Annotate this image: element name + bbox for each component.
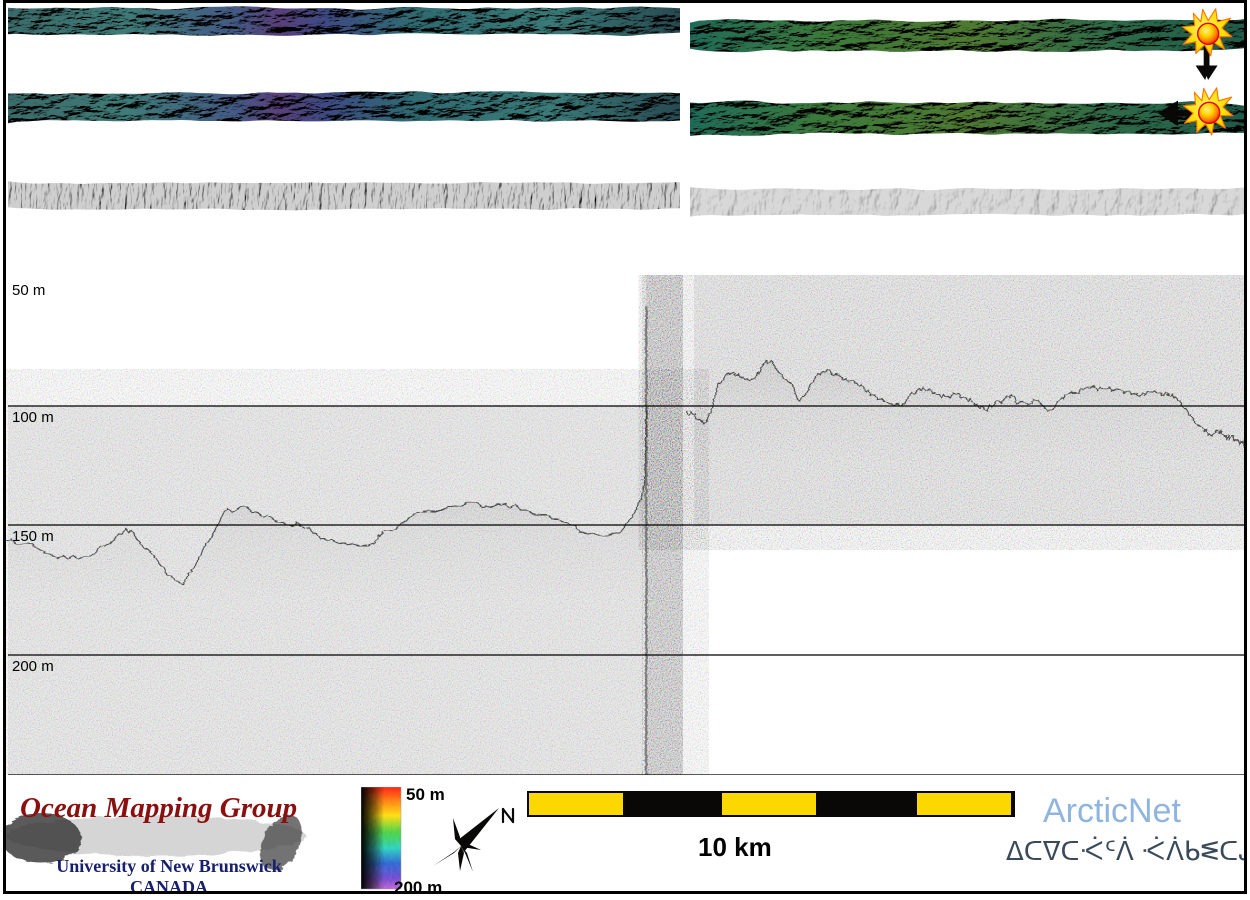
svg-text:50 m: 50 m: [12, 282, 45, 299]
svg-text:100 m: 100 m: [12, 409, 54, 426]
svg-text:150 m: 150 m: [12, 528, 54, 545]
svg-text:200 m: 200 m: [12, 658, 54, 675]
